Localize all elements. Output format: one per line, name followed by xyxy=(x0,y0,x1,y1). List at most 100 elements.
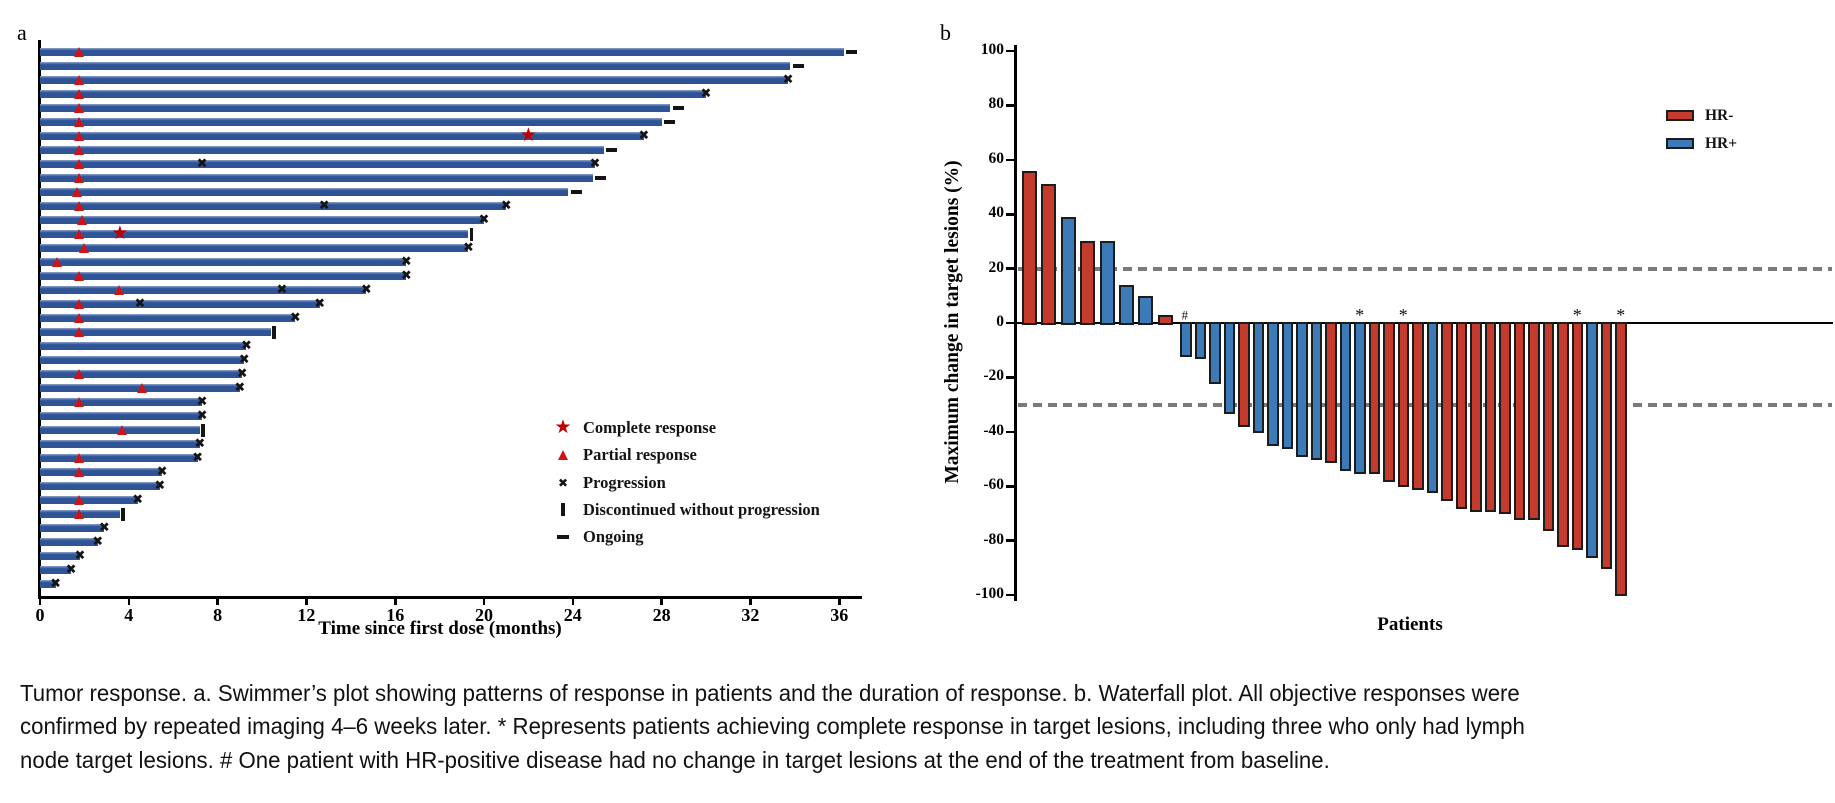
partial-response-triangle-marker xyxy=(74,144,85,155)
ongoing-dash-marker xyxy=(664,120,676,124)
dash-legend-icon xyxy=(552,525,574,549)
x-axis-tick-label: 24 xyxy=(563,605,582,625)
waterfall-bar xyxy=(1586,322,1598,558)
swimmer-legend-label: Progression xyxy=(583,472,666,492)
swimmer-bar xyxy=(40,580,56,588)
waterfall-bar xyxy=(1281,322,1293,450)
star-annotation: * xyxy=(1572,305,1582,325)
waterfall-bar xyxy=(1060,216,1076,325)
x-axis-tick xyxy=(394,598,397,605)
partial-response-triangle-marker xyxy=(74,102,85,113)
partial-response-triangle-marker xyxy=(74,312,85,323)
waterfall-bar xyxy=(1180,322,1192,357)
partial-response-triangle-marker xyxy=(74,46,85,57)
progression-x-marker: ✖ xyxy=(132,492,144,508)
waterfall-bar xyxy=(1455,322,1467,509)
waterfall-bar xyxy=(1252,322,1264,433)
waterfall-bar xyxy=(1615,322,1627,596)
swimmer-bar xyxy=(40,216,484,224)
y-axis-tick-label: -20 xyxy=(983,367,1004,385)
waterfall-bar xyxy=(1138,295,1154,325)
x-axis-tick xyxy=(482,598,486,605)
partial-response-triangle-icon xyxy=(557,449,568,460)
triangle-legend-icon xyxy=(552,443,574,467)
waterfall-bar xyxy=(1238,322,1250,428)
caption-line: confirmed by repeated imaging 4–6 weeks … xyxy=(20,713,1525,740)
progression-x-marker: ✖ xyxy=(196,394,208,410)
waterfall-bar xyxy=(1194,322,1206,360)
y-axis-tick-label: -40 xyxy=(983,421,1004,439)
y-axis-tick xyxy=(1006,485,1014,488)
y-axis-tick-label: 100 xyxy=(980,41,1004,58)
waterfall-y-axis-title: Maximum change in target lesions (%) xyxy=(942,160,963,484)
waterfall-bar xyxy=(1513,322,1525,520)
x-axis-tick xyxy=(838,598,841,605)
waterfall-bar xyxy=(1470,322,1482,512)
progression-x-marker: ✖ xyxy=(782,72,794,88)
progression-x-marker: ✖ xyxy=(289,310,301,326)
y-axis-tick-label: -80 xyxy=(983,530,1004,548)
progression-x-marker: ✖ xyxy=(463,240,474,256)
complete-response-star-icon: ★ xyxy=(554,416,572,439)
swimmer-bar xyxy=(40,160,595,168)
waterfall-bar xyxy=(1441,322,1453,501)
progression-x-marker: ✖ xyxy=(236,366,248,382)
progression-x-marker: ✖ xyxy=(318,198,330,214)
progression-x-marker: ✖ xyxy=(74,548,86,564)
x-axis-tick-label: 20 xyxy=(475,605,493,625)
partial-response-triangle-marker xyxy=(74,466,85,477)
progression-x-marker: ✖ xyxy=(65,562,77,578)
progression-x-marker: ✖ xyxy=(194,436,206,452)
partial-response-triangle-marker xyxy=(74,298,85,309)
waterfall-bar xyxy=(1080,241,1096,325)
partial-response-triangle-marker xyxy=(74,228,85,239)
waterfall-bar xyxy=(1499,322,1511,515)
waterfall-bar xyxy=(1528,322,1540,520)
discontinued-bar-marker xyxy=(272,325,276,339)
y-axis-tick-label: -100 xyxy=(975,585,1004,602)
progression-x-icon: ✖ xyxy=(557,475,569,490)
swimmer-bar xyxy=(40,76,789,84)
swimmer-bar xyxy=(40,524,105,532)
swimmer-bar xyxy=(40,538,98,546)
waterfall-legend-label: HR- xyxy=(1705,107,1734,124)
hash-annotation: # xyxy=(1181,307,1188,323)
partial-response-triangle-marker xyxy=(52,256,63,267)
ongoing-dash-marker xyxy=(570,190,582,194)
swimmer-bar xyxy=(40,314,296,322)
star-annotation: * xyxy=(1616,305,1626,325)
y-axis-tick xyxy=(1006,267,1014,270)
progression-x-marker: ✖ xyxy=(196,156,208,172)
progression-x-marker: ✖ xyxy=(241,338,252,354)
star-annotation: * xyxy=(1355,305,1365,325)
partial-response-triangle-marker xyxy=(74,88,85,99)
discontinued-bar-icon xyxy=(561,503,565,517)
waterfall-bar xyxy=(1542,322,1554,531)
swimmer-bar xyxy=(40,454,198,462)
y-axis-tick-label: 40 xyxy=(988,204,1005,222)
progression-x-marker: ✖ xyxy=(98,520,110,536)
progression-x-marker: ✖ xyxy=(134,296,146,312)
swimmer-bar xyxy=(40,146,604,154)
waterfall-bar xyxy=(1041,184,1057,325)
waterfall-bar xyxy=(1223,322,1235,414)
swimmer-bar xyxy=(40,258,407,266)
partial-response-triangle-marker xyxy=(136,382,147,393)
progression-x-marker: ✖ xyxy=(50,576,61,592)
swimmer-bar xyxy=(40,104,671,112)
partial-response-triangle-marker xyxy=(74,368,85,379)
waterfall-zero-line xyxy=(1014,321,1833,325)
y-axis-tick xyxy=(1006,321,1014,325)
swimmer-x-axis-title: Time since first dose (months) xyxy=(318,618,562,639)
swimmer-bar xyxy=(40,300,320,308)
swimmer-legend-label: Discontinued without progression xyxy=(583,499,820,519)
swimmer-plot: 0 4 8 12 16 20 24 28 32 36 ✖ ✖ ★ ✖ ✖ ✖ ✖ ✖ ✖ ★ ✖ ✖ ✖ ✖ ✖ ✖ ✖ ✖ ✖ ✖ ✖ ✖ ✖… xyxy=(0,0,900,660)
y-axis-tick xyxy=(1006,430,1014,434)
swimmer-bar xyxy=(40,286,367,294)
star-legend-icon: ★ xyxy=(552,416,574,440)
swimmer-bar xyxy=(40,174,593,182)
reference-dashed-line xyxy=(1018,266,1832,271)
waterfall-bar xyxy=(1426,322,1438,493)
caption-line: node target lesions. # One patient with … xyxy=(20,746,1330,773)
